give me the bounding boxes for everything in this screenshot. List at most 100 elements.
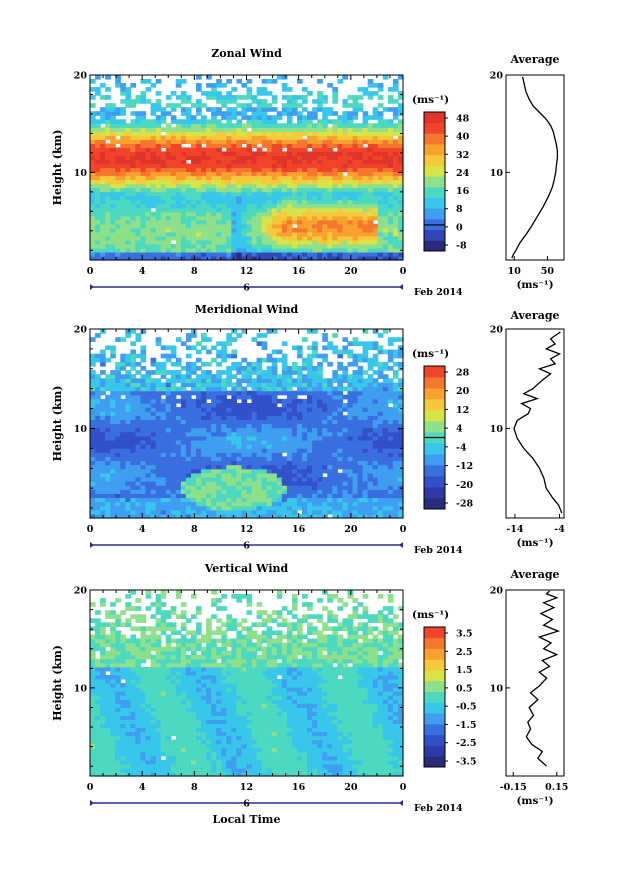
heatmap-cell [291,365,298,371]
heatmap-cell [337,415,344,420]
heatmap-cell [317,382,323,388]
heatmap-cell [226,464,232,470]
heatmap-cell [105,398,111,404]
heatmap-cell [140,513,147,519]
heatmap-cell [216,215,222,221]
heatmap-cell [296,485,303,490]
heatmap-cell [155,370,162,375]
heatmap-cell [190,448,197,453]
heatmap-cell [382,147,389,153]
heatmap-cell [135,239,142,245]
heatmap-cell [372,91,379,96]
heatmap-cell [271,147,278,153]
heatmap-cell [231,159,237,165]
heatmap-cell [281,95,288,100]
heatmap-cell [342,505,349,511]
heatmap-cell [150,203,157,209]
heatmap-cell [180,235,187,241]
heatmap-cell [302,489,308,494]
heatmap-cell [342,423,349,429]
heatmap-cell [332,171,338,177]
heatmap-cell [286,203,293,209]
heatmap-cell [100,147,106,153]
heatmap-cell [185,464,192,470]
heatmap-cell [95,239,101,245]
heatmap-cell [90,175,96,181]
heatmap-cell [221,419,227,425]
heatmap-cell [190,159,197,165]
heatmap-cell [221,227,227,233]
heatmap-cell [201,468,207,474]
heatmap-cell [150,139,157,144]
heatmap-cell [175,407,182,412]
heatmap-cell [201,115,207,120]
heatmap-cell [392,83,399,88]
heatmap-cell [221,199,227,205]
heatmap-cell [196,419,202,425]
heatmap-cell [201,481,207,486]
heatmap-cell [347,472,354,478]
heatmap-cell [377,394,384,400]
heatmap-cell [352,195,359,201]
heatmap-cell [367,493,374,499]
heatmap-cell [231,485,237,490]
heatmap-cell [211,107,217,112]
heatmap-cell [175,423,182,429]
heatmap-cell [105,357,111,363]
heatmap-cell [387,203,394,209]
heatmap-cell [367,135,374,140]
heatmap-cell [332,513,338,519]
heatmap-cell [150,423,157,429]
heatmap-cell [95,247,101,253]
heatmap-cell [362,219,369,225]
heatmap-cell [392,235,399,241]
heatmap-cell [307,460,313,466]
heatmap-cell [145,175,152,181]
heatmap-cell [332,195,338,201]
heatmap-cell [185,219,192,225]
heatmap-cell [387,199,394,205]
heatmap-cell [115,219,121,225]
heatmap-cell [160,167,167,173]
colorbar-frame [423,111,446,252]
profile-title: Average [509,53,559,66]
heatmap-cell [221,171,227,177]
heatmap-cell [271,151,278,157]
heatmap-cell [307,468,313,474]
heatmap-cell [312,251,318,257]
heatmap-cell [367,509,374,515]
heatmap-cell [256,167,263,173]
heatmap-cell [90,361,96,367]
heatmap-cell [342,239,349,245]
heatmap-cell [246,143,253,148]
heatmap-cell [387,191,394,197]
heatmap-cell [327,163,333,169]
heatmap-cell [95,187,101,193]
heatmap-cell [95,456,101,462]
heatmap-cell [312,187,318,193]
heatmap-cell [261,191,268,197]
heatmap-cell [155,199,162,205]
heatmap-cell [387,489,394,494]
heatmap-cell [256,163,263,169]
heatmap-cell [377,235,384,241]
heatmap-cell [347,460,354,466]
heatmap-cell [236,127,243,132]
heatmap-cell [302,131,308,136]
heatmap-cell [377,87,384,92]
heatmap-cell [337,472,344,478]
heatmap-cell [175,243,182,249]
heatmap-cell [261,472,268,478]
heatmap-cell [145,199,152,205]
heatmap-cell [357,151,364,157]
heatmap-cell [251,501,258,507]
heatmap-cell [201,493,207,499]
heatmap-cell [271,107,278,112]
heatmap-cell [291,195,298,201]
heatmap-cell [347,163,354,169]
heatmap-cell [362,357,369,363]
heatmap-cell [286,235,293,241]
heatmap-cell [261,199,268,205]
heatmap-cell [387,219,394,225]
heatmap-cell [392,390,399,396]
